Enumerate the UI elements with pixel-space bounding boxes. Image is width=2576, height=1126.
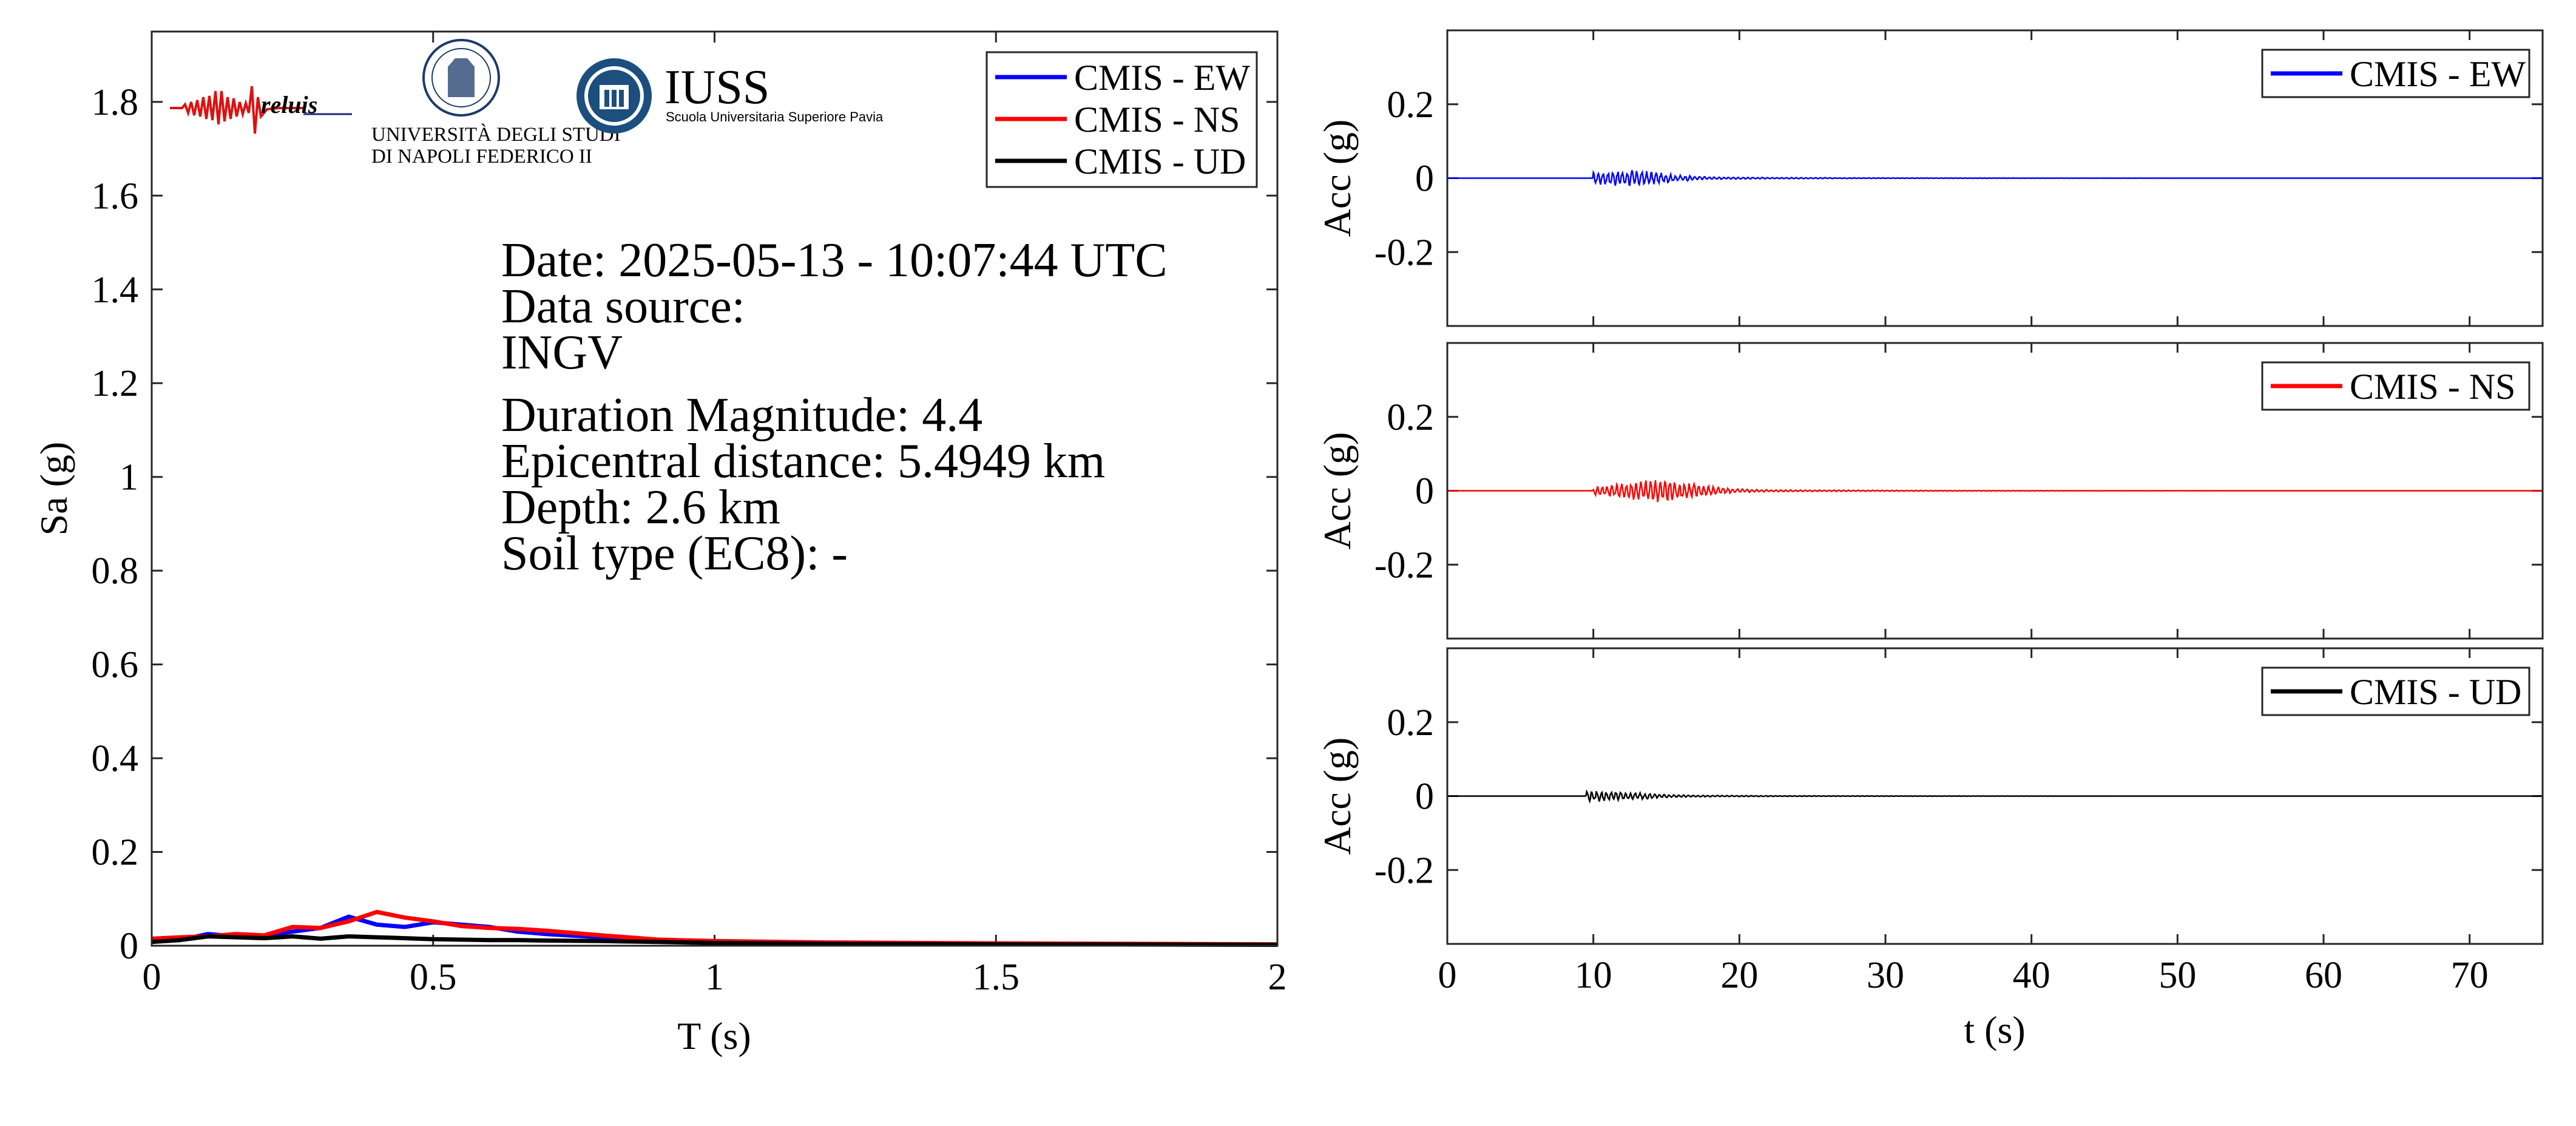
- waveform-ylabel: Acc (g): [1316, 120, 1359, 237]
- epicentral-distance: Epicentral distance: 5.4949 km: [501, 435, 1105, 488]
- legend-label-ud: CMIS - UD: [1074, 141, 1246, 181]
- event-magnitude: Duration Magnitude: 4.4: [501, 388, 982, 442]
- data-source: INGV: [501, 326, 623, 379]
- spectrum-ytick-label: 0.8: [92, 551, 139, 592]
- spectrum-ytick-label: 1.6: [92, 175, 139, 217]
- waveform-ytick-label: 0: [1415, 776, 1434, 818]
- spectrum-xtick-label: 1.5: [973, 957, 1020, 998]
- waveform-panels: 0.2 0 -0.2 Acc (g) CMIS - EW 0.2 0 -0.2 Acc (g) C…: [1316, 29, 2544, 996]
- spectrum-xtick-label: 0.5: [410, 957, 457, 998]
- waveform-line-ns: [1447, 480, 2543, 503]
- spectrum-axes-box: [150, 30, 1279, 947]
- spectrum-legend: CMIS - EW CMIS - NS CMIS - UD: [985, 51, 1258, 188]
- waveform-xtick-label: 20: [1720, 955, 1758, 996]
- spectrum-xlabel: T (s): [677, 1014, 751, 1057]
- waveform-xtick-label: 70: [2451, 955, 2489, 996]
- unina-seal-icon: [422, 39, 500, 117]
- waveform-xlabel: t (s): [1964, 1008, 2025, 1051]
- iuss-logo-subtitle: Scuola Universitaria Superiore Pavia: [666, 109, 884, 124]
- spectrum-ytick-label: 1.4: [92, 270, 139, 311]
- waveform-line-ud: [1447, 789, 2543, 804]
- unina-logo-line2: DI NAPOLI FEDERICO II: [371, 146, 592, 168]
- waveform-ytick-label: 0: [1415, 158, 1434, 200]
- waveform-axes-box: [1446, 29, 2544, 327]
- waveform-ytick-label: 0: [1415, 471, 1434, 512]
- spectrum-xtick-label: 0: [143, 957, 161, 998]
- waveform-plots: 0.2 0 -0.2 Acc (g) CMIS - EW 0.2 0 -0.2 Acc (g) C…: [1316, 29, 2544, 1051]
- waveform-xtick-label: 60: [2305, 955, 2342, 996]
- reluis-seismogram-icon: [170, 86, 303, 134]
- waveform-xtick-label: 10: [1575, 955, 1612, 996]
- spectrum-ytick-label: 1: [120, 457, 138, 498]
- waveform-ytick-label: -0.2: [1374, 850, 1434, 891]
- event-info: Date: 2025-05-13 - 10:07:44 UTC Data sou…: [501, 234, 1168, 580]
- waveform-ytick-label: 0.2: [1387, 84, 1435, 126]
- waveform-xtick-label: 40: [2013, 955, 2050, 996]
- waveform-ylabel: Acc (g): [1316, 432, 1359, 550]
- waveform-xtick-label: 0: [1438, 955, 1457, 996]
- unina-logo-line1: UNIVERSITÀ DEGLI STUDI: [371, 123, 621, 146]
- waveform-legend-label: CMIS - UD: [2350, 672, 2521, 712]
- waveform-axes-box: [1446, 342, 2544, 640]
- spectrum-plot: 0 0.5 1 1.5 2 0 0.2 0.4 0.6 0.8 1 1.2 1.4 1.6 1.8 T (s…: [32, 30, 1287, 1057]
- waveform-axes-box: [1446, 647, 2544, 945]
- waveform-ylabel: Acc (g): [1316, 738, 1359, 855]
- event-depth: Depth: 2.6 km: [501, 481, 780, 534]
- spectrum-ytick-label: 0: [120, 926, 138, 967]
- waveform-legend-label: CMIS - EW: [2350, 54, 2526, 94]
- legend-label-ns: CMIS - NS: [1074, 100, 1240, 140]
- spectrum-xtick-label: 2: [1268, 957, 1287, 998]
- iuss-logo-text: IUSS: [664, 61, 769, 114]
- waveform-legend-label: CMIS - NS: [2350, 367, 2515, 407]
- waveform-legend-box: [2261, 49, 2530, 98]
- iuss-logo: IUSS Scuola Universitaria Superiore Pavi…: [576, 58, 884, 134]
- spectrum-ylabel: Sa (g): [32, 442, 75, 536]
- reluis-logo-text: reluis: [261, 91, 317, 118]
- spectrum-ytick-label: 1.2: [92, 363, 139, 404]
- unina-logo: UNIVERSITÀ DEGLI STUDI DI NAPOLI FEDERIC…: [371, 39, 621, 168]
- waveform-ytick-label: 0.2: [1387, 702, 1435, 744]
- data-source-label: Data source:: [501, 280, 745, 333]
- waveform-xtick-label: 30: [1867, 955, 1904, 996]
- spectrum-line-ud: [151, 934, 1278, 947]
- waveform-line-ew: [1447, 169, 2543, 187]
- spectrum-ytick-label: 0.6: [92, 645, 139, 686]
- waveform-ytick-label: -0.2: [1374, 544, 1434, 586]
- event-date: Date: 2025-05-13 - 10:07:44 UTC: [501, 234, 1168, 287]
- reluis-logo: reluis: [170, 86, 352, 134]
- spectrum-ytick-label: 0.4: [92, 738, 139, 779]
- waveform-panel-ud: 0.2 0 -0.2 Acc (g) CMIS - UD 0 10 20 30 40 50 60 70: [1316, 647, 2544, 996]
- waveform-panel-ns: 0.2 0 -0.2 Acc (g) CMIS - NS: [1316, 342, 2544, 640]
- spectrum-series: [151, 909, 1278, 947]
- waveform-panel-ew: 0.2 0 -0.2 Acc (g) CMIS - EW: [1316, 29, 2544, 327]
- spectrum-ytick-label: 1.8: [92, 82, 139, 123]
- spectrum-xtick-label: 1: [705, 957, 724, 998]
- waveform-xtick-label: 50: [2158, 955, 2196, 996]
- soil-type: Soil type (EC8): -: [501, 527, 848, 580]
- waveform-ytick-label: 0.2: [1387, 397, 1435, 438]
- waveform-ytick-label: -0.2: [1374, 232, 1434, 273]
- spectrum-ytick-label: 0.2: [92, 832, 139, 873]
- spectrum-ticks: 0 0.5 1 1.5 2 0 0.2 0.4 0.6 0.8 1 1.2 1.4 1.6 1.8: [92, 32, 1287, 998]
- legend-label-ew: CMIS - EW: [1074, 58, 1250, 98]
